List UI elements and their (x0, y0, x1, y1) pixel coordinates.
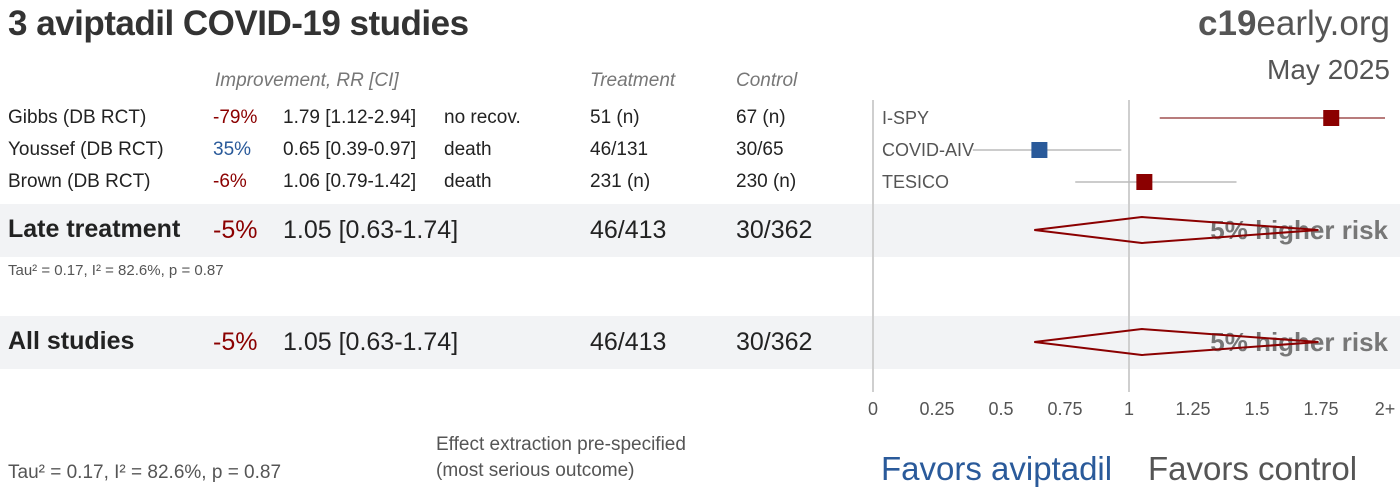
favors-left-text: Favors aviptadil (881, 450, 1113, 487)
trial-label: TESICO (882, 172, 949, 192)
x-tick-label: 1 (1124, 399, 1134, 419)
study-rr-ci: 1.79 [1.12-2.94] (283, 107, 417, 128)
x-tick-label: 1.75 (1303, 399, 1338, 419)
summary-control: 30/362 (736, 216, 813, 244)
pooled-diamond (1034, 215, 1319, 245)
publication-date: May 2025 (1267, 54, 1390, 85)
brand-logo[interactable]: c19early.org (1198, 4, 1390, 44)
study-rr-ci: 1.06 [0.79-1.42] (283, 171, 417, 192)
favors-aviptadil-label: Favors aviptadil (881, 450, 1112, 488)
x-tick-label: 0.25 (919, 399, 954, 419)
summary-rr-ci: 1.05 [0.63-1.74] (283, 328, 459, 356)
overall-stats: Tau² = 0.17, I² = 82.6%, p = 0.87 (8, 462, 282, 483)
point-estimate-marker (1031, 142, 1048, 158)
x-tick-label: 0.75 (1047, 399, 1082, 419)
summary-improvement: -5% (213, 328, 258, 356)
study-outcome: death (444, 139, 492, 160)
study-control: 67 (n) (736, 107, 786, 128)
summary-improvement: -5% (213, 216, 258, 244)
header-control: Control (736, 70, 798, 91)
trial-label: COVID-AIV (882, 140, 974, 160)
study-name: Youssef (DB RCT) (8, 139, 164, 160)
study-treatment: 231 (n) (590, 171, 651, 192)
study-control: 30/65 (736, 139, 784, 160)
pooled-diamond (1034, 327, 1319, 357)
summary-risk-text: 5% higher risk (1210, 327, 1388, 357)
x-tick-label: 0 (868, 399, 878, 419)
header-treatment: Treatment (590, 70, 676, 91)
x-tick-label: 1.5 (1244, 399, 1269, 419)
summary-treatment: 46/413 (590, 328, 667, 356)
point-estimate-marker (1323, 110, 1340, 126)
x-tick-label: 0.5 (988, 399, 1013, 419)
all-studies-band (0, 316, 1400, 369)
summary-name: Late treatment (8, 215, 181, 243)
study-improvement: -6% (213, 171, 247, 192)
brand-bold: c19 (1198, 4, 1257, 43)
x-tick-label: 2+ (1375, 399, 1396, 419)
summary-treatment: 46/413 (590, 216, 667, 244)
study-outcome: death (444, 171, 492, 192)
extraction-note-line1: Effect extraction pre-specified (436, 434, 686, 455)
study-improvement: -79% (213, 107, 258, 128)
page-title: 3 aviptadil COVID-19 studies (8, 4, 469, 43)
late-treatment-stats: Tau² = 0.17, I² = 82.6%, p = 0.87 (8, 262, 224, 279)
late-treatment-band (0, 204, 1400, 257)
summary-rr-ci: 1.05 [0.63-1.74] (283, 216, 459, 244)
summary-control: 30/362 (736, 328, 813, 356)
favors-right-text: Favors control (1148, 450, 1358, 487)
study-treatment: 51 (n) (590, 107, 640, 128)
study-name: Gibbs (DB RCT) (8, 107, 147, 128)
point-estimate-marker (1136, 174, 1153, 190)
brand-rest: early.org (1256, 4, 1390, 43)
header-improvement: Improvement, RR [CI] (215, 70, 399, 91)
study-treatment: 46/131 (590, 139, 649, 160)
extraction-note-line2: (most serious outcome) (436, 460, 635, 481)
study-name: Brown (DB RCT) (8, 171, 151, 192)
favors-control-label: Favors control (1148, 450, 1357, 488)
study-control: 230 (n) (736, 171, 797, 192)
summary-name: All studies (8, 327, 135, 355)
study-rr-ci: 0.65 [0.39-0.97] (283, 139, 417, 160)
trial-label: I-SPY (882, 108, 929, 128)
summary-risk-text: 5% higher risk (1210, 215, 1388, 245)
study-improvement: 35% (213, 139, 252, 160)
x-tick-label: 1.25 (1175, 399, 1210, 419)
study-outcome: no recov. (444, 107, 521, 128)
